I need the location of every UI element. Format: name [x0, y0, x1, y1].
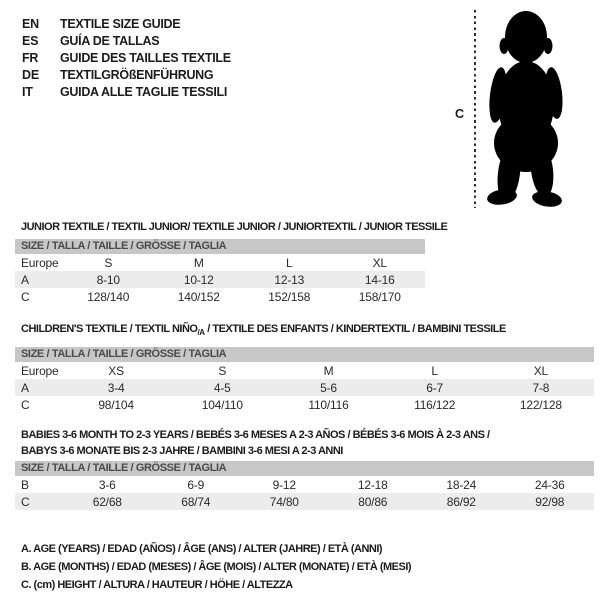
language-row: EN TEXTILE SIZE GUIDE	[22, 16, 231, 33]
size-table-babies: SIZE / TALLA / TAILLE / GRÖSSE / TAGLIA …	[15, 461, 594, 510]
legend-line-a: A. AGE (YEARS) / EDAD (AÑOS) / ÂGE (ANS)…	[21, 543, 383, 555]
title-line: BABYS 3-6 MONATE BIS 2-3 JAHRE / BAMBINI…	[21, 445, 343, 457]
size-header-row: SIZE / TALLA / TAILLE / GRÖSSE / TAGLIA	[15, 461, 594, 476]
title-subscript: /A	[197, 328, 205, 338]
cell: 86/92	[417, 493, 506, 510]
cell: 74/80	[240, 493, 329, 510]
table-row-age: A 8-10 10-12 12-13 14-16	[15, 271, 425, 288]
table-row-europe: Europe XS S M L XL	[15, 362, 594, 379]
figure-height-label: C	[455, 107, 465, 121]
row-label: A	[15, 271, 63, 288]
cell: 92/98	[505, 493, 594, 510]
cell: S	[104, 255, 113, 270]
size-table-junior: SIZE / TALLA / TAILLE / GRÖSSE / TAGLIA …	[15, 239, 425, 305]
cell: L	[431, 363, 438, 378]
cell: 10-12	[153, 271, 244, 288]
cell: 116/122	[414, 397, 456, 412]
section-title-babies: BABIES 3-6 MONTH TO 2-3 YEARS / BEBÉS 3-…	[21, 427, 586, 459]
section-title-children: CHILDREN'S TEXTILE / TEXTIL NIÑO/A / TEX…	[21, 321, 506, 341]
legend-line-c: C. (cm) HEIGHT / ALTURA / HAUTEUR / HÖHE…	[21, 579, 293, 591]
language-code: EN	[22, 17, 39, 31]
cell: 158/170	[358, 289, 401, 304]
cell: 128/140	[87, 289, 130, 304]
cell: 98/104	[98, 397, 134, 412]
legend-line-b: B. AGE (MONTHS) / EDAD (MESES) / ÂGE (MO…	[21, 561, 412, 573]
cell: 8-10	[63, 271, 154, 288]
size-header-bar: SIZE / TALLA / TAILLE / GRÖSSE / TAGLIA	[15, 461, 594, 476]
language-list: EN TEXTILE SIZE GUIDE ES GUÍA DE TALLAS …	[22, 16, 231, 101]
baby-silhouette-icon	[487, 11, 563, 207]
table-row-height: C 128/140 140/152 152/158 158/170	[15, 288, 425, 305]
cell: 5-6	[275, 379, 382, 396]
table-row-height: C 62/68 68/74 74/80 80/86 86/92 92/98	[15, 493, 594, 510]
language-row: IT GUIDA ALLE TAGLIE TESSILI	[22, 84, 231, 101]
cell: 122/128	[519, 397, 562, 412]
cell: 12-13	[244, 271, 335, 288]
cell: S	[218, 363, 227, 378]
legend: A. AGE (YEARS) / EDAD (AÑOS) / ÂGE (ANS)…	[21, 540, 412, 594]
title-part: / TEXTILE DES ENFANTS / KINDERTEXTIL / B…	[204, 323, 506, 335]
cell: XL	[372, 255, 387, 270]
cell: 14-16	[334, 271, 425, 288]
table-row-age: A 3-4 4-5 5-6 6-7 7-8	[15, 379, 594, 396]
cell: 110/116	[308, 397, 349, 412]
title-part: CHILDREN'S TEXTILE / TEXTIL NIÑO	[21, 323, 198, 335]
cell: XS	[108, 363, 124, 378]
language-code: ES	[22, 34, 39, 48]
cell: 4-5	[169, 379, 276, 396]
cell: 80/86	[328, 493, 417, 510]
section-title-junior: JUNIOR TEXTILE / TEXTIL JUNIOR/ TEXTILE …	[21, 221, 448, 233]
cell: 6-9	[187, 477, 205, 492]
cell: XL	[533, 363, 549, 378]
cell: 18-24	[446, 477, 477, 492]
cell: 3-6	[98, 477, 116, 492]
language-row: FR GUIDE DES TAILLES TEXTILE	[22, 50, 231, 67]
size-header-row: SIZE / TALLA / TAILLE / GRÖSSE / TAGLIA	[15, 347, 594, 362]
language-code: DE	[22, 68, 39, 82]
language-title: TEXTILE SIZE GUIDE	[60, 17, 181, 31]
cell: 7-8	[487, 379, 594, 396]
row-label: C	[21, 397, 30, 412]
cell: 104/110	[201, 397, 243, 412]
row-label: Europe	[21, 363, 59, 378]
cell: 152/158	[268, 289, 311, 304]
table-row-europe: Europe S M L XL	[15, 254, 425, 271]
cell: 24-36	[534, 477, 565, 492]
cell: 68/74	[151, 493, 240, 510]
cell: M	[193, 255, 204, 270]
row-label: A	[15, 379, 63, 396]
table-row-age-months: B 3-6 6-9 9-12 12-18 18-24 24-36	[15, 476, 594, 493]
row-label: Europe	[21, 255, 59, 270]
cell: 6-7	[381, 379, 488, 396]
cell: 12-18	[357, 477, 388, 492]
size-table-children: SIZE / TALLA / TAILLE / GRÖSSE / TAGLIA …	[15, 347, 594, 413]
row-label: B	[21, 477, 29, 492]
size-header-bar: SIZE / TALLA / TAILLE / GRÖSSE / TAGLIA	[15, 239, 425, 254]
language-title: GUIDA ALLE TAGLIE TESSILI	[60, 85, 228, 99]
cell: 62/68	[63, 493, 152, 510]
language-row: ES GUÍA DE TALLAS	[22, 33, 231, 50]
title-line: BABIES 3-6 MONTH TO 2-3 YEARS / BEBÉS 3-…	[21, 429, 490, 441]
size-header-row: SIZE / TALLA / TAILLE / GRÖSSE / TAGLIA	[15, 239, 425, 254]
language-title: GUIDE DES TAILLES TEXTILE	[60, 51, 231, 65]
cell: 3-4	[63, 379, 170, 396]
cell: 140/152	[177, 289, 220, 304]
cell: 9-12	[272, 477, 296, 492]
language-title: TEXTILGRÖßENFÜHRUNG	[60, 68, 214, 82]
row-label: C	[15, 493, 63, 510]
row-label: C	[21, 289, 30, 304]
cell: M	[323, 363, 334, 378]
language-title: GUÍA DE TALLAS	[60, 34, 160, 48]
language-code: IT	[22, 85, 33, 99]
size-header-bar: SIZE / TALLA / TAILLE / GRÖSSE / TAGLIA	[15, 347, 594, 362]
height-measure-line	[474, 10, 476, 208]
table-row-height: C 98/104 104/110 110/116 116/122 122/128	[15, 396, 594, 413]
language-code: FR	[22, 51, 39, 65]
language-row: DE TEXTILGRÖßENFÜHRUNG	[22, 67, 231, 84]
cell: L	[286, 255, 293, 270]
